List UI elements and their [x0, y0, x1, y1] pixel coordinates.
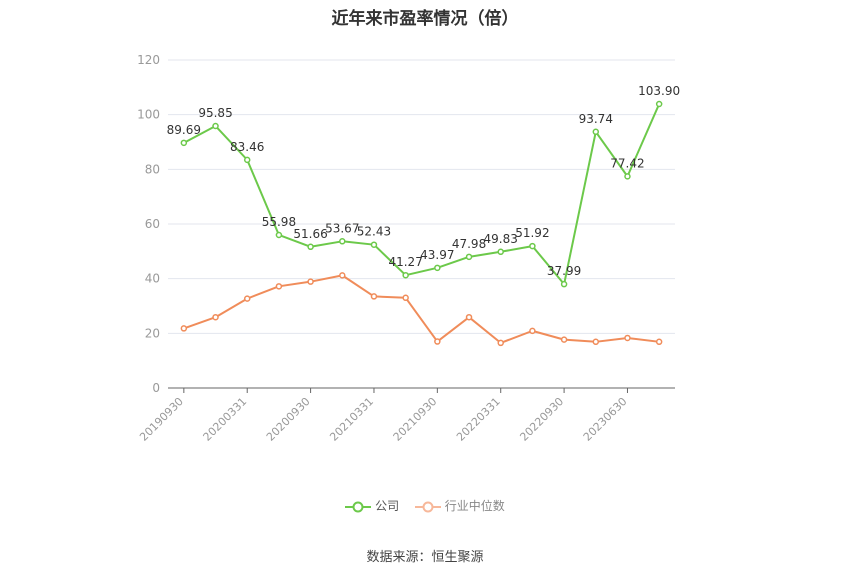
data-label: 52.43	[357, 225, 391, 239]
data-point	[275, 283, 283, 290]
y-tick-label: 80	[145, 162, 160, 176]
data-point	[560, 336, 568, 343]
data-label: 41.27	[388, 255, 422, 269]
data-point	[275, 231, 283, 239]
x-tick-label: 20210930	[391, 395, 440, 444]
y-tick-label: 60	[145, 217, 160, 231]
data-point	[529, 327, 536, 335]
legend-item-industry-median[interactable]: 行业中位数	[414, 497, 505, 514]
data-label: 103.90	[638, 84, 680, 98]
legend-line-icon	[414, 501, 441, 512]
legend-item-company[interactable]: 公司	[345, 497, 399, 514]
data-point	[212, 122, 219, 130]
data-point	[529, 242, 536, 250]
y-tick-label: 120	[137, 53, 160, 67]
grid-lines	[168, 59, 675, 334]
data-point	[339, 272, 346, 279]
data-label: 77.42	[610, 156, 644, 170]
data-point	[497, 248, 504, 256]
legend-label: 行业中位数	[444, 499, 505, 513]
data-label: 43.97	[420, 248, 454, 262]
series-line	[183, 103, 661, 286]
x-tick-label: 20220331	[454, 395, 503, 444]
data-label: 47.98	[452, 237, 486, 251]
data-label: 49.83	[484, 232, 518, 246]
data-point	[212, 313, 219, 321]
data-point	[307, 278, 314, 285]
x-tick-label: 20190930	[137, 395, 186, 444]
data-label: 53.67	[325, 221, 359, 235]
data-label: 93.74	[579, 112, 613, 126]
data-point	[339, 238, 346, 245]
data-point	[624, 173, 631, 180]
data-point	[370, 293, 378, 300]
data-point	[434, 338, 441, 345]
data-point	[243, 156, 251, 164]
data-point	[497, 339, 504, 347]
data-source: 数据来源：恒生聚源	[366, 550, 484, 565]
data-point	[465, 313, 473, 321]
data-point	[370, 241, 378, 248]
y-tick-label: 40	[145, 272, 160, 286]
x-tick-label: 20200930	[264, 395, 313, 444]
data-label: 51.66	[293, 227, 327, 241]
data-point	[655, 338, 663, 346]
legend-line-icon	[345, 501, 372, 512]
legend: 公司 行业中位数	[0, 497, 850, 514]
data-point	[402, 271, 409, 279]
y-tick-label: 0	[152, 381, 160, 395]
data-label: 37.99	[547, 264, 581, 278]
data-label: 51.92	[515, 226, 549, 240]
series-line	[183, 274, 660, 344]
data-label: 95.85	[198, 106, 232, 120]
data-point	[624, 334, 631, 342]
data-point	[180, 139, 188, 147]
series-lines	[180, 100, 663, 347]
data-point	[434, 264, 441, 272]
x-tick-label: 20200331	[201, 395, 250, 444]
legend-label: 公司	[375, 499, 400, 513]
data-point	[307, 243, 314, 251]
data-label: 83.46	[230, 140, 264, 154]
data-point	[402, 294, 409, 302]
data-point	[592, 128, 600, 136]
data-point	[655, 100, 663, 108]
data-point	[243, 295, 251, 302]
y-tick-label: 100	[137, 108, 160, 122]
y-tick-label: 20	[145, 326, 160, 340]
x-tick-label: 20220930	[517, 395, 566, 444]
data-label: 89.69	[167, 123, 201, 137]
data-point	[592, 338, 600, 346]
data-point	[560, 280, 568, 288]
data-point	[180, 325, 188, 332]
x-tick-label: 20210331	[327, 395, 376, 444]
data-point	[465, 253, 473, 261]
x-tick-label: 20230630	[581, 395, 630, 444]
data-label: 55.98	[262, 215, 296, 229]
chart-title: 近年来市盈率情况（倍）	[331, 9, 519, 29]
